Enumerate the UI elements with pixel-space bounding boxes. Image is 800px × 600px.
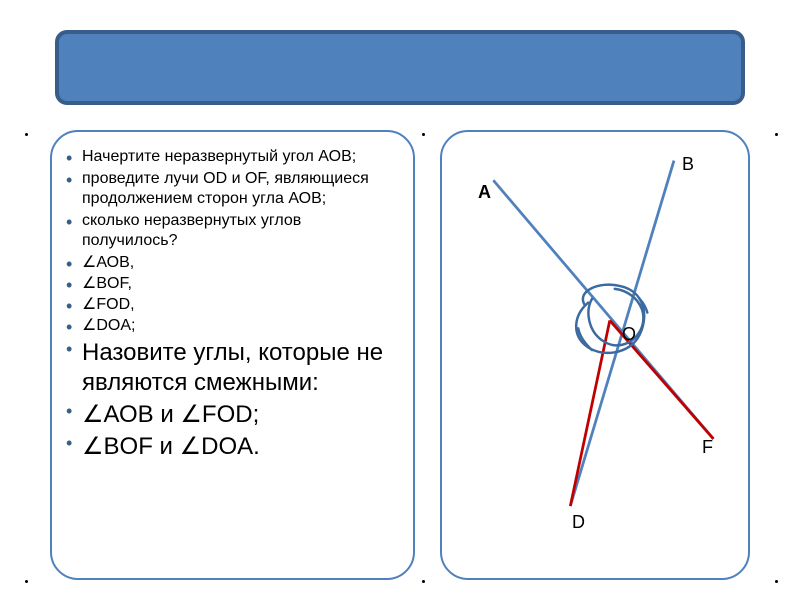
task-list: Начертите неразвернутый угол АОВ; провед… bbox=[64, 147, 395, 462]
label-O: О bbox=[622, 324, 636, 345]
left-panel: Начертите неразвернутый угол АОВ; провед… bbox=[50, 130, 415, 580]
task-line-1: Начертите неразвернутый угол АОВ; bbox=[64, 147, 395, 167]
answer-2: ∠BOF и ∠DOA. bbox=[64, 432, 395, 462]
label-F: F bbox=[702, 437, 713, 458]
angle-fod: ∠FOD, bbox=[64, 295, 395, 315]
right-panel: А В О D F bbox=[440, 130, 750, 580]
label-B: В bbox=[682, 154, 694, 175]
header-bar bbox=[55, 30, 745, 105]
question: Назовите углы, которые не являются смежн… bbox=[64, 338, 395, 398]
angle-bof: ∠BOF, bbox=[64, 274, 395, 294]
label-A: А bbox=[478, 182, 491, 203]
angle-doa: ∠DOA; bbox=[64, 316, 395, 336]
task-line-2: проведите лучи OD и OF, являющиеся продо… bbox=[64, 169, 395, 209]
answer-1: ∠АОВ и ∠FOD; bbox=[64, 400, 395, 430]
label-D: D bbox=[572, 512, 585, 533]
angle-aob: ∠АОВ, bbox=[64, 253, 395, 273]
task-line-3: сколько неразвернутых углов получилось? bbox=[64, 211, 395, 251]
